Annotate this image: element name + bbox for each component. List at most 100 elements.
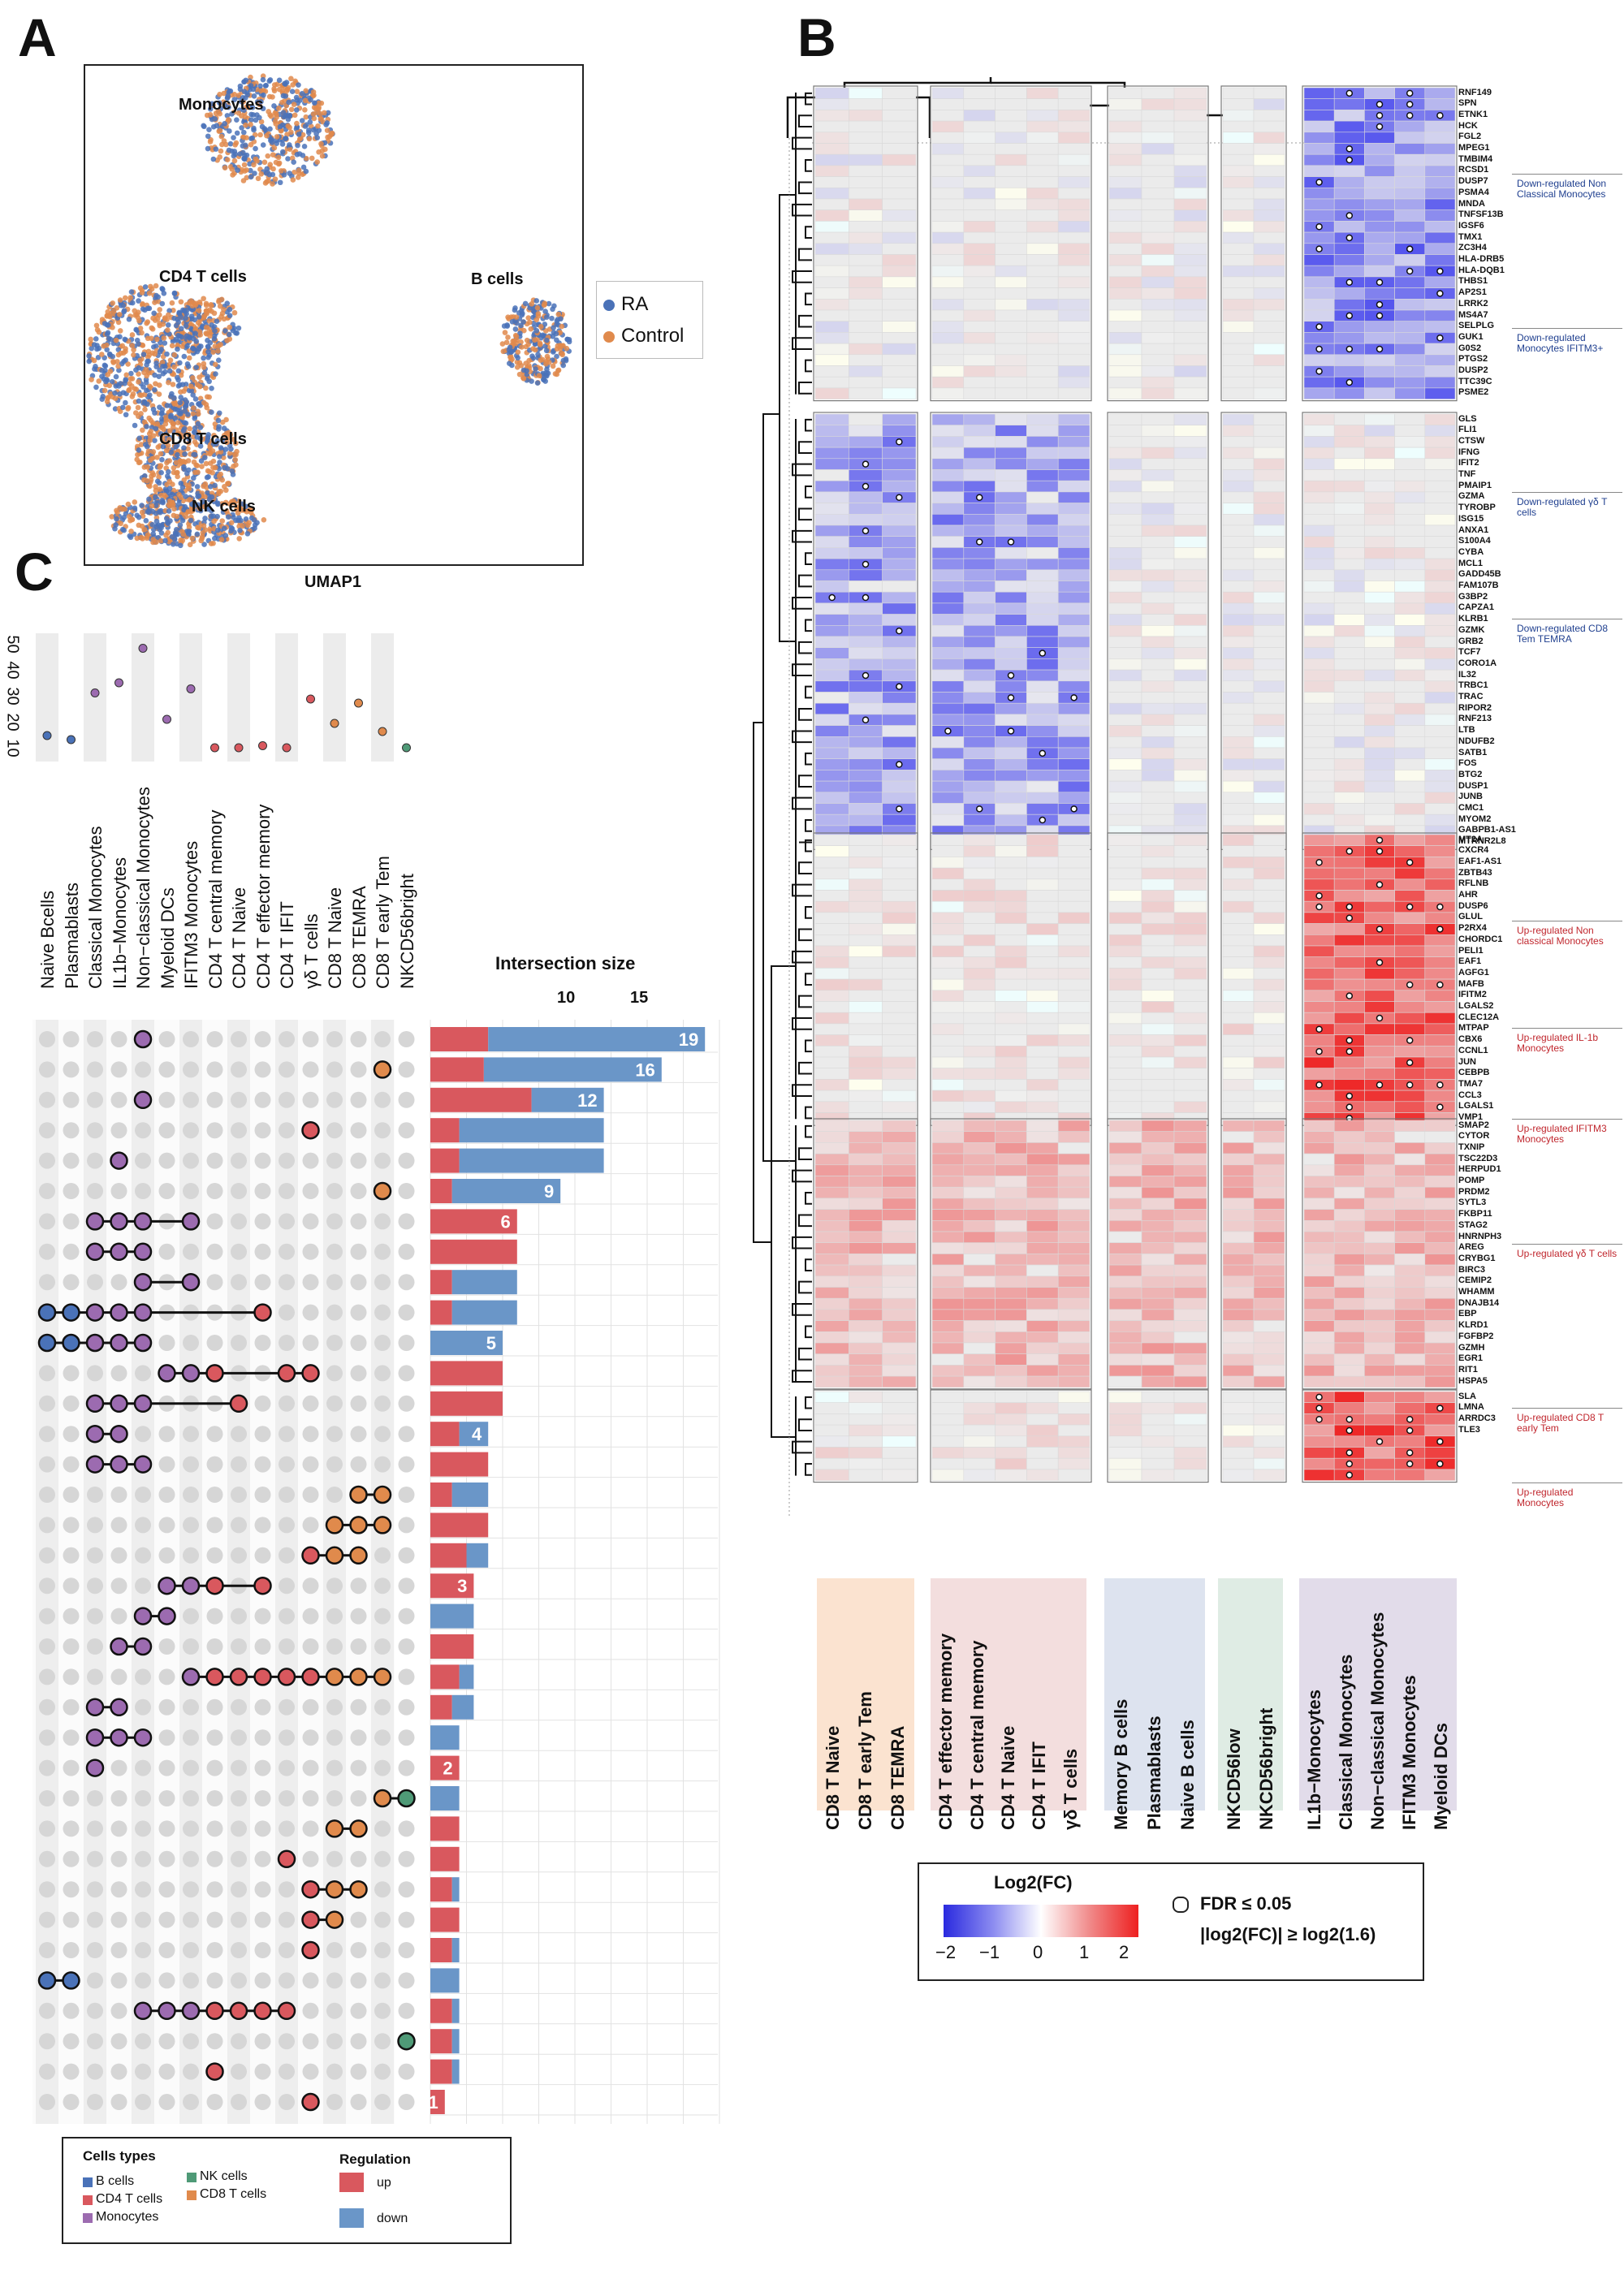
gene-label: SLA [1458,1391,1476,1401]
annotation-label: Up-regulated Monocytes [1517,1487,1574,1508]
column-label: CD4 T effector memory [935,1633,957,1830]
legend-tick-2: 2 [1119,1942,1129,1962]
annotation-divider [1512,1028,1622,1029]
legend-swatch [339,2173,364,2192]
legend-tick-m1: −1 [979,1942,1000,1962]
set-label: CD8 T early Tem [373,856,393,989]
gene-label: PTGS2 [1458,354,1488,365]
gene-label: IGSF6 [1458,220,1484,231]
gene-label: HNRNPH3 [1458,1231,1502,1241]
gene-label: GZMA [1458,491,1485,502]
legend-swatch [83,2177,93,2187]
set-label: CD4 T effector memory [253,804,274,989]
gene-label: TNF [1458,469,1476,479]
legend-label-ra: RA [621,293,649,315]
annotation-label: Down-regulated Monocytes IFITM3+ [1517,332,1604,354]
annotation-label: Up-regulated IL-1b Monocytes [1517,1032,1599,1054]
gene-label: CMC1 [1458,803,1484,813]
umap-points [86,73,572,549]
heatmap-legend: Log2(FC) −2 −1 0 1 2 FDR ≤ 0.05 |log2(FC… [918,1862,1424,1981]
panel-letter-a: A [18,7,57,67]
dot-axis-tick: 40 [3,661,22,680]
column-label: Plasmablasts [1144,1716,1164,1830]
set-label: Naive Bcells [37,890,58,989]
gene-label: SPN [1458,98,1477,109]
gene-label: P2RX4 [1458,923,1487,934]
legend-swatch-control [603,331,615,343]
dot-axis-tick: 10 [3,739,22,757]
legend-title: Log2(FC) [994,1872,1073,1892]
gene-label: DUSP2 [1458,365,1488,375]
set-label: CD4 T Naive [229,887,249,989]
heatmap [753,77,1458,1518]
gene-label: CRYBG1 [1458,1253,1496,1263]
gene-label: CBX6 [1458,1034,1483,1045]
umap-plot [84,64,584,566]
column-label: CD4 T IFIT [1029,1741,1050,1830]
gene-label: CCNL1 [1458,1045,1488,1055]
gene-label: MPEG1 [1458,143,1490,153]
gene-label: AREG [1458,1242,1484,1253]
column-label: NKCD56low [1224,1728,1244,1830]
upset-title: Intersection size [495,953,636,973]
legend-swatch-ra [603,300,615,311]
set-label: γδ T cells [300,913,322,989]
gene-label: AHR [1458,890,1478,900]
gene-label: MAFB [1458,978,1484,989]
annotation-divider [1512,1119,1622,1120]
gene-label: VMP1 [1458,1112,1483,1122]
gene-label: CXCR4 [1458,845,1489,856]
gene-label: BIRC3 [1458,1264,1486,1275]
gene-label: KLRB1 [1458,614,1488,624]
gene-label: RNF149 [1458,87,1492,97]
dot-axis-tick: 50 [3,635,22,654]
set-label: Myeloid DCs [157,887,178,989]
legend-item-label: down [377,2212,408,2225]
annotation-divider [1512,492,1622,493]
gene-label: MTPAP [1458,1023,1489,1034]
gene-label: PELI1 [1458,945,1484,956]
legend-item-label: up [377,2176,391,2190]
legend-swatch [187,2173,197,2182]
column-label: IL1b−Monocytes [1304,1690,1325,1830]
set-label: NKCD56bright [396,874,417,989]
gene-label: SATB1 [1458,747,1488,757]
gene-label: POMP [1458,1176,1485,1185]
gene-label: CLEC12A [1458,1012,1500,1022]
gene-label: FKBP11 [1458,1209,1492,1219]
set-label: Non−classical Monocytes [133,787,153,989]
column-label: Non−classical Monocytes [1367,1612,1388,1830]
gene-label: MT2A [1458,834,1483,844]
legend-tick-0: 0 [1033,1942,1043,1962]
column-group-box [1104,1578,1205,1810]
column-label: CD8 TEMRA [888,1725,908,1830]
gene-label: EAF1 [1458,956,1482,967]
gene-label: PRDM2 [1458,1186,1490,1197]
gene-label: HCK [1458,120,1478,131]
gene-label: CHORDC1 [1458,934,1503,944]
gene-label: GUK1 [1458,331,1484,342]
gene-label: CEMIP2 [1458,1275,1492,1286]
column-group-box [1218,1578,1283,1810]
gene-label: EBP [1458,1309,1477,1319]
gene-label: EGR1 [1458,1353,1483,1364]
gene-label: STAG2 [1458,1219,1488,1230]
gene-label: PSME2 [1458,387,1489,398]
legend-item-label: NK cells [200,2169,248,2183]
legend-tick-1: 1 [1079,1942,1090,1962]
gene-label: CEBPB [1458,1068,1490,1078]
upset-tick-10: 10 [557,989,576,1007]
legend-swatch [83,2213,93,2223]
annotation-label: Up-regulated CD8 T early Tem [1517,1412,1604,1434]
column-label: CD8 T Naive [823,1725,843,1830]
gene-label: MCL1 [1458,558,1483,568]
gene-label: CCL3 [1458,1090,1482,1100]
column-label: NKCD56bright [1256,1707,1276,1830]
gene-label: ISG15 [1458,513,1484,524]
gene-label: LGALS2 [1458,1001,1494,1011]
annotation-label: Down-regulated γδ T cells [1517,496,1608,518]
gene-label: CTSW [1458,435,1485,446]
annotation-divider [1512,1244,1622,1245]
panel-letter-b: B [797,7,836,67]
gene-label: S100A4 [1458,536,1491,546]
